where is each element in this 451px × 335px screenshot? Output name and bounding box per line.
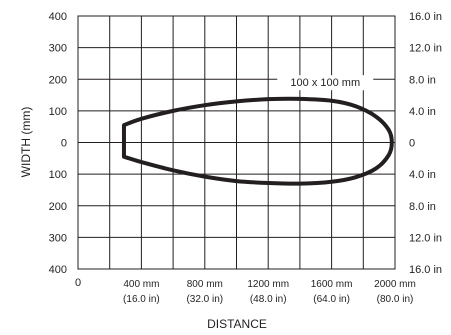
series-label: 100 x 100 mm [290, 77, 360, 89]
y-tick-label-right: 16.0 in [409, 11, 442, 23]
x-tick-label-in: (16.0 in) [123, 294, 160, 305]
y-tick-label-left: 200 [49, 201, 67, 213]
y-tick-label-right: 4.0 in [409, 106, 436, 118]
x-tick-label-mm: 1200 mm [247, 279, 289, 290]
series-label-background [277, 75, 374, 91]
x-tick-label-in: (48.0 in) [250, 294, 287, 305]
x-axis-title: DISTANCE [207, 317, 267, 331]
y-tick-label-left: 100 [49, 106, 67, 118]
y-tick-label-left: 100 [49, 169, 67, 181]
x-axis-ticks: 400 mm (16.0 in) 800 mm (32.0 in) 1200 mm (48… [123, 279, 416, 305]
y-tick-label-left: 300 [49, 232, 67, 244]
series-line-beam-outline [121, 96, 394, 186]
y-tick-label-right: 4.0 in [409, 169, 436, 181]
y-tick-label-right: 12.0 in [409, 232, 442, 244]
x-tick-label-mm: 400 mm [123, 279, 159, 290]
y-tick-label-left: 0 [61, 138, 67, 150]
x-tick-label-mm: 1600 mm [311, 279, 353, 290]
y-tick-label-left: 400 [49, 264, 67, 276]
y-tick-label-left: 400 [49, 11, 67, 23]
x-tick-label-in: (64.0 in) [313, 294, 350, 305]
y-tick-label-left: 300 [49, 43, 67, 55]
x-tick-label-mm: 2000 mm [374, 279, 416, 290]
x-tick-label-mm: 800 mm [187, 279, 223, 290]
series-layer: 100 x 100 mm [121, 75, 394, 186]
y-tick-label-right: 8.0 in [409, 74, 436, 86]
y-axis-title: WIDTH (mm) [19, 107, 33, 178]
y-tick-label-right: 8.0 in [409, 201, 436, 213]
y-tick-label-right: 0 [409, 138, 415, 150]
y-tick-label-left: 200 [49, 74, 67, 86]
y-tick-label-right: 16.0 in [409, 264, 442, 276]
chart-grid [77, 15, 396, 270]
x-axis-origin-label: 0 [75, 277, 81, 289]
x-tick-label-in: (32.0 in) [186, 294, 223, 305]
y-axis-right-ticks: 16.0 in 12.0 in 8.0 in 4.0 in 0 4.0 in 8.0 in 1… [409, 11, 442, 276]
y-tick-label-right: 12.0 in [409, 43, 442, 55]
y-axis-left-ticks: 400 300 200 100 0 100 200 300 400 [49, 11, 67, 276]
x-tick-label-in: (80.0 in) [377, 294, 414, 305]
